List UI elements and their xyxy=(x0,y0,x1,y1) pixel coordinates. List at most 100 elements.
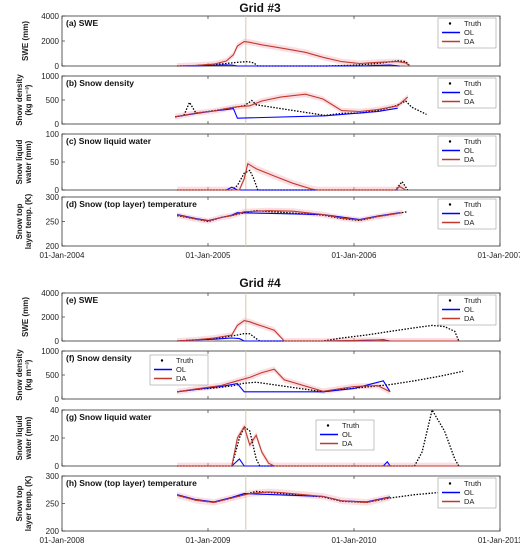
legend-label: OL xyxy=(464,209,474,218)
panel-title: (g) Snow liquid water xyxy=(66,412,152,422)
panel: 200 250 300 Snow toplayer temp. (K) TruthOLD… xyxy=(15,472,501,536)
y-tick-label: 500 xyxy=(46,96,60,105)
panel-frame xyxy=(61,475,501,532)
y-axis-label-line: Snow density xyxy=(15,349,24,401)
legend-label: Truth xyxy=(464,200,481,209)
y-tick-label: 300 xyxy=(46,472,60,481)
y-axis-label-line: layer temp. (K) xyxy=(24,475,33,531)
x-tick-label: 01-Jan-2011 xyxy=(478,536,520,545)
series-line-da xyxy=(175,93,409,118)
legend-swatch-truth xyxy=(448,22,452,25)
legend-label: DA xyxy=(464,97,474,106)
series-line-da xyxy=(177,425,459,467)
series-line-ol xyxy=(177,380,391,393)
y-axis-label: SWE (mm) xyxy=(21,21,30,61)
legend-label: OL xyxy=(464,28,474,37)
grid-title: Grid #3 xyxy=(239,1,281,15)
x-tick-label: 01-Jan-2007 xyxy=(478,251,520,260)
grid-title: Grid #4 xyxy=(239,276,281,290)
ensemble-spread xyxy=(177,366,391,395)
legend-label: Truth xyxy=(464,19,481,28)
y-axis-label-line: water (mm) xyxy=(24,416,33,460)
panel-frame xyxy=(61,75,501,125)
legend-label: Truth xyxy=(464,137,481,146)
y-axis-label-line: Snow top xyxy=(15,203,24,239)
x-tick-label: 01-Jan-2006 xyxy=(332,251,377,260)
legend-swatch-truth xyxy=(448,299,452,302)
panel-title: (b) Snow density xyxy=(66,78,134,88)
legend-label: DA xyxy=(342,439,352,448)
y-tick-label: 2000 xyxy=(41,313,59,322)
y-tick-label: 4000 xyxy=(41,12,59,21)
y-axis-label: Snow density(kg m⁻³) xyxy=(15,74,33,126)
y-tick-label: 1000 xyxy=(41,347,59,356)
legend-label: DA xyxy=(464,218,474,227)
legend-swatch-truth xyxy=(448,140,452,143)
y-axis-label: Snow liquidwater (mm) xyxy=(15,415,33,460)
y-axis-label: Snow liquidwater (mm) xyxy=(15,139,33,184)
series-line-da xyxy=(176,491,391,503)
panel-frame xyxy=(61,196,501,247)
y-axis-label: Snow density(kg m⁻³) xyxy=(15,349,33,401)
legend-label: DA xyxy=(464,37,474,46)
panel-title: (d) Snow (top layer) temperature xyxy=(66,199,197,209)
legend-swatch-truth xyxy=(448,203,452,206)
panel-title: (e) SWE xyxy=(66,295,98,305)
panel-frame xyxy=(61,350,501,400)
y-tick-label: 250 xyxy=(46,500,60,509)
legend-label: DA xyxy=(464,497,474,506)
legend-label: DA xyxy=(464,314,474,323)
ensemble-spread xyxy=(177,160,406,190)
legend-label: Truth xyxy=(464,479,481,488)
panel: 200 250 300 Snow toplayer temp. (K) TruthOLD… xyxy=(15,193,501,251)
legend-box xyxy=(149,354,209,386)
x-tick-label: 01-Jan-2009 xyxy=(186,536,231,545)
series-line-da xyxy=(177,41,411,67)
legend-label: Truth xyxy=(176,356,193,365)
y-axis-label-line: Snow density xyxy=(15,74,24,126)
legend-label: DA xyxy=(464,155,474,164)
series-line-da xyxy=(176,210,403,222)
ensemble-spread xyxy=(175,91,408,120)
y-tick-label: 0 xyxy=(55,62,60,71)
legend-label: OL xyxy=(464,146,474,155)
y-tick-label: 2000 xyxy=(41,37,59,46)
y-axis-label: Snow toplayer temp. (K) xyxy=(15,193,33,249)
legend-label: OL xyxy=(464,488,474,497)
legend-label: Truth xyxy=(464,79,481,88)
legend-swatch-truth xyxy=(448,482,452,485)
legend-swatch-truth xyxy=(326,424,330,427)
y-tick-label: 4000 xyxy=(41,289,59,298)
y-tick-label: 20 xyxy=(50,434,59,443)
y-tick-label: 0 xyxy=(55,337,60,346)
ensemble-spread xyxy=(177,317,459,341)
y-axis-label-line: SWE (mm) xyxy=(21,21,30,61)
series-line-da xyxy=(177,162,406,191)
x-tick-label: 01-Jan-2004 xyxy=(40,251,85,260)
x-tick-label: 01-Jan-2010 xyxy=(332,536,377,545)
ensemble-spread xyxy=(177,38,410,66)
y-tick-label: 0 xyxy=(55,395,60,404)
panel-title: (c) Snow liquid water xyxy=(66,136,152,146)
y-axis-label-line: (kg m⁻³) xyxy=(24,84,33,115)
y-tick-label: 100 xyxy=(46,130,60,139)
legend-label: OL xyxy=(176,365,186,374)
y-tick-label: 200 xyxy=(46,527,60,536)
legend-label: OL xyxy=(342,430,352,439)
y-tick-label: 1000 xyxy=(41,72,59,81)
panel-title: (f) Snow density xyxy=(66,353,132,363)
y-axis-label: SWE (mm) xyxy=(21,297,30,337)
y-tick-label: 250 xyxy=(46,218,60,227)
x-tick-label: 01-Jan-2008 xyxy=(40,536,85,545)
legend-swatch-truth xyxy=(448,82,452,85)
y-tick-label: 0 xyxy=(55,186,60,195)
y-axis-label-line: water (mm) xyxy=(24,140,33,184)
panel-frame xyxy=(61,292,501,342)
